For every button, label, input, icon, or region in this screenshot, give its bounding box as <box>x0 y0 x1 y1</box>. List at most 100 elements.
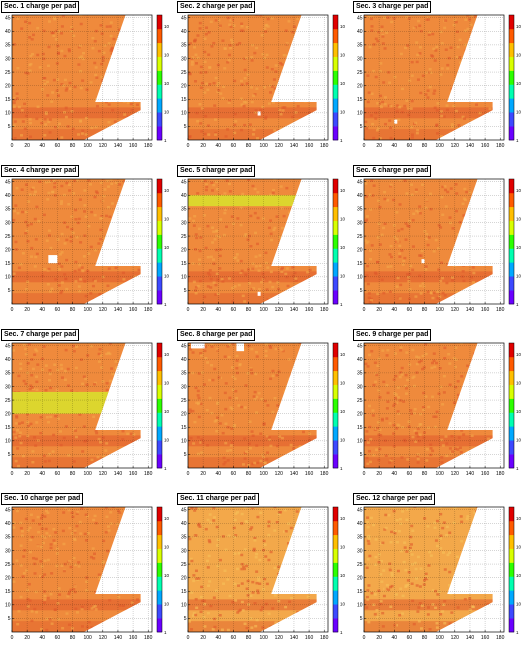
colorbar-segment <box>509 440 514 455</box>
colorbar-segment <box>333 234 338 249</box>
y-tick-label: 20 <box>357 411 363 417</box>
y-tick-label: 10 <box>357 439 363 445</box>
pad-row-band <box>364 457 493 468</box>
colorbar-segment <box>333 454 338 469</box>
colorbar-segment <box>157 42 162 57</box>
panel-title: Sec. 6 charge per pad <box>353 165 432 177</box>
x-tick-label: 60 <box>407 307 413 313</box>
colorbar-label: 10 <box>516 573 522 578</box>
colorbar-segment <box>509 262 514 277</box>
colorbar-segment <box>333 426 338 441</box>
y-tick-label: 35 <box>5 535 11 541</box>
x-tick-label: 40 <box>39 307 45 313</box>
colorbar-segment <box>509 206 514 221</box>
x-tick-label: 0 <box>187 635 190 641</box>
y-tick-label: 40 <box>181 193 187 199</box>
colorbar-label: 10 <box>340 352 346 357</box>
colorbar-segment <box>509 590 514 605</box>
y-tick-label: 15 <box>357 97 363 103</box>
x-tick-label: 140 <box>466 307 475 313</box>
y-tick-label: 40 <box>5 521 11 527</box>
x-tick-label: 80 <box>70 471 76 477</box>
colorbar-label: 10 <box>340 53 346 58</box>
y-tick-label: 25 <box>181 234 187 240</box>
panel-plot: 0 20 40 60 80 100 120 140 160 180 5 10 15 20 25 30 35 40 4… <box>181 14 346 149</box>
colorbar-segment <box>333 384 338 399</box>
x-tick-label: 80 <box>246 307 252 313</box>
x-tick-label: 80 <box>422 307 428 313</box>
colorbar-label: 10 <box>340 188 346 193</box>
x-tick-label: 140 <box>290 635 299 641</box>
plot-frame <box>363 342 505 469</box>
pad-row-band <box>12 621 141 632</box>
colorbar-label: 1 <box>164 630 167 635</box>
plot-frame <box>187 342 329 469</box>
x-tick-label: 140 <box>290 143 299 149</box>
colorbar-segment <box>333 548 338 563</box>
colorbar-label: 10 <box>340 409 346 414</box>
y-tick-label: 45 <box>5 16 11 22</box>
missing-pads <box>236 343 244 352</box>
colorbar-segment <box>509 520 514 536</box>
y-tick-label: 45 <box>5 344 11 350</box>
x-tick-label: 80 <box>422 143 428 149</box>
y-tick-label: 5 <box>360 616 363 622</box>
x-tick-label: 0 <box>11 307 14 313</box>
colorbar-label: 10 <box>516 545 522 550</box>
colorbar-label: 1 <box>516 466 519 471</box>
x-tick-label: 160 <box>481 635 490 641</box>
colorbar-segment <box>333 112 338 127</box>
colorbar-segment <box>509 370 514 385</box>
colorbar-label: 10 <box>164 217 170 222</box>
y-tick-label: 15 <box>357 261 363 267</box>
y-tick-label: 5 <box>184 616 187 622</box>
y-tick-label: 45 <box>5 180 11 186</box>
colorbar-frame <box>332 14 339 141</box>
colorbar-frame <box>508 342 515 469</box>
gridlines <box>188 343 328 468</box>
colorbar-label: 10 <box>516 188 522 193</box>
x-tick-label: 0 <box>363 471 366 477</box>
x-tick-label: 120 <box>99 471 108 477</box>
x-tick-label: 180 <box>320 307 329 313</box>
y-tick-label: 5 <box>8 616 11 622</box>
pad-row-band <box>12 293 141 304</box>
y-tick-label: 15 <box>357 589 363 595</box>
colorbar-segment <box>333 84 338 99</box>
panel-title: Sec. 11 charge per pad <box>177 493 259 505</box>
colorbar-segment <box>157 604 162 619</box>
y-tick-label: 15 <box>357 425 363 431</box>
colorbar-segment <box>509 56 514 71</box>
y-tick-label: 30 <box>181 548 187 554</box>
colorbar-segment <box>333 520 338 536</box>
x-tick-label: 100 <box>260 635 269 641</box>
gridlines <box>364 507 504 632</box>
x-tick-label: 80 <box>422 635 428 641</box>
colorbar-label: 10 <box>164 188 170 193</box>
y-tick-label: 15 <box>181 261 187 267</box>
panel-title: Sec. 3 charge per pad <box>353 1 432 13</box>
colorbar-label: 10 <box>340 217 346 222</box>
colorbar-segment <box>509 248 514 263</box>
y-tick-label: 40 <box>5 193 11 199</box>
colorbar-segment <box>157 370 162 385</box>
x-tick-label: 40 <box>215 635 221 641</box>
x-tick-label: 120 <box>99 307 108 313</box>
panel-sector-6: 0 20 40 60 80 100 120 140 160 180 5 10 15 20 25 30 35 40 4… <box>352 164 524 327</box>
colorbar-segment <box>157 454 162 469</box>
colorbar-frame <box>156 14 163 141</box>
colorbar-segment <box>157 15 162 30</box>
panel-sector-12: 0 20 40 60 80 100 120 140 160 180 5 10 15 20 25 30 35 40 4… <box>352 492 524 655</box>
colorbar-segment <box>333 248 338 263</box>
colorbar-segment <box>333 290 338 305</box>
panel-title: Sec. 5 charge per pad <box>177 165 256 177</box>
x-tick-label: 40 <box>391 307 397 313</box>
y-tick-label: 5 <box>184 124 187 130</box>
missing-pads <box>421 259 425 264</box>
y-tick-label: 25 <box>5 234 11 240</box>
colorbar-segment <box>157 412 162 427</box>
panel-sector-10: 0 20 40 60 80 100 120 140 160 180 5 10 15 20 25 30 35 40 4… <box>0 492 175 655</box>
plot-frame <box>11 342 153 469</box>
colorbar-segment <box>509 618 514 633</box>
x-tick-label: 120 <box>451 307 460 313</box>
